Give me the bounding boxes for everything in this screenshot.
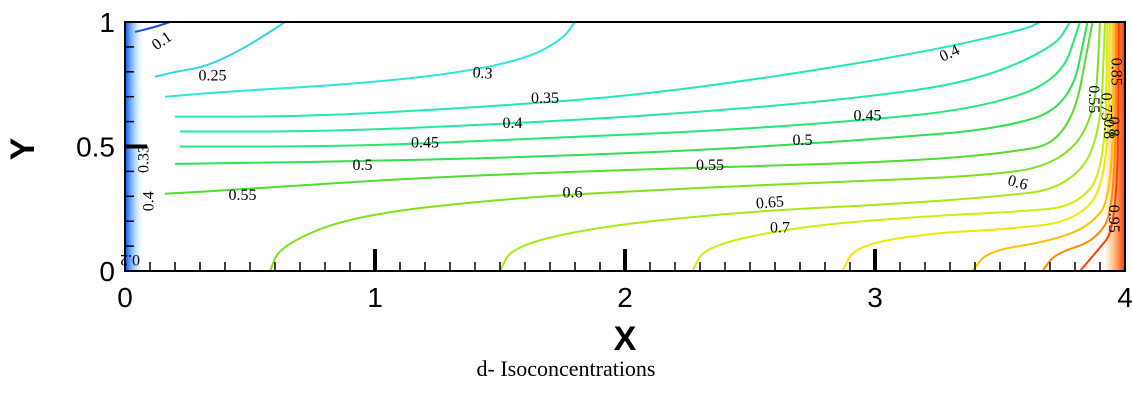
contour-label: 0.4	[141, 191, 158, 211]
x-tick-label: 3	[867, 282, 883, 313]
y-axis-label: Y	[4, 137, 42, 160]
contour-label: 0.75	[1097, 93, 1114, 121]
x-tick-label: 2	[617, 282, 633, 313]
contour-label: 0.55	[696, 157, 724, 174]
contour-label: 0.5	[793, 132, 813, 149]
x-tick-label: 1	[367, 282, 383, 313]
contour-line-0_55	[164, 21, 1094, 195]
contour-label: 0.45	[854, 107, 882, 124]
contour-label: 0.2	[120, 251, 140, 268]
contour-label: 0.85	[1107, 58, 1124, 86]
contour-line-0_6	[269, 21, 1101, 272]
y-tick-label: 0.5	[76, 132, 115, 163]
contour-line-0_7	[691, 21, 1109, 272]
contour-line-0_95	[1079, 21, 1120, 272]
x-tick-label: 0	[117, 282, 133, 313]
x-tick-label: 4	[1117, 282, 1132, 313]
contour-line-0_65	[499, 21, 1106, 272]
contour-line-0_8	[971, 21, 1115, 272]
y-tick-label: 0	[99, 256, 115, 287]
contour-label: 0.35	[531, 90, 559, 107]
contour-label: 0.33	[136, 145, 153, 173]
contour-line-0_25	[154, 21, 286, 78]
contour-label: 0.55	[229, 187, 257, 204]
y-tick-label: 1	[99, 7, 115, 38]
contour-line-0_35	[175, 21, 1041, 118]
contour-label: 0.3	[472, 64, 493, 83]
contour-line-0_5	[174, 21, 1089, 165]
contour-label: 0.5	[353, 157, 373, 174]
x-axis-label: X	[614, 320, 637, 358]
contour-labels: 0.10.25 0.30.350.40.40.450.450.50.50.550.…	[120, 29, 1124, 268]
figure-caption: d- Isoconcentrations	[476, 356, 656, 381]
contour-line-0_45	[179, 21, 1081, 148]
contour-lines	[134, 21, 1120, 272]
contour-label: 0.4	[937, 42, 962, 66]
axis-ticks: 0 1 2 3 4 0 0.5 1	[76, 7, 1132, 313]
contour-label: 0.8	[1105, 117, 1122, 137]
contour-label: 0.55	[1085, 85, 1102, 113]
contour-label: 0.1	[149, 29, 175, 54]
contour-label: 0.4	[503, 115, 523, 132]
contour-label: 0.25	[199, 67, 227, 84]
contour-label: 0.6	[563, 184, 583, 201]
contour-label: 0.8	[1100, 119, 1117, 139]
contour-label: 0.65	[755, 193, 784, 212]
contour-label: 0.6	[1006, 172, 1030, 194]
contour-label: 0.95	[1105, 205, 1122, 233]
contour-label: 0.45	[411, 135, 439, 152]
contour-line-0_4	[180, 21, 1071, 133]
contour-line-0_85	[1041, 21, 1118, 272]
contour-label: 0.7	[770, 219, 790, 236]
contour-line-0_75	[841, 21, 1111, 272]
contour-line-0_3	[164, 21, 576, 98]
contour-line-0_1	[134, 21, 171, 33]
